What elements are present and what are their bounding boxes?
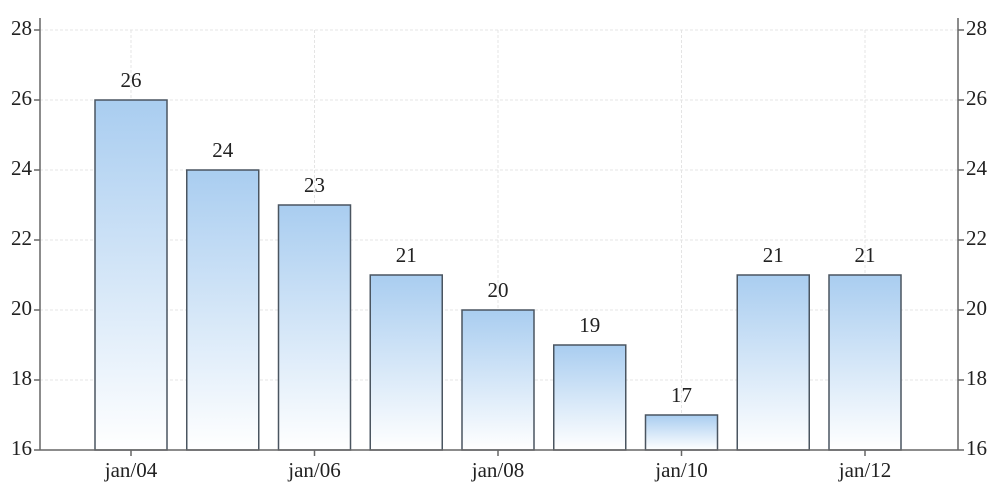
bar [461,309,535,451]
bar [94,99,168,451]
value-label: 21 [855,243,876,267]
y2-tick-label: 18 [966,366,987,390]
value-label: 21 [763,243,784,267]
y-tick-label: 28 [11,16,32,40]
y-tick-label: 24 [11,156,33,180]
value-label: 17 [671,383,692,407]
value-label: 19 [579,313,600,337]
bar [828,274,902,451]
y2-tick-label: 20 [966,296,987,320]
y2-tick-label: 28 [966,16,987,40]
x-tick-label: jan/06 [287,458,341,482]
y-tick-label: 20 [11,296,32,320]
bar [369,274,443,451]
x-tick-label: jan/04 [104,458,158,482]
bar [186,169,260,451]
value-label: 23 [304,173,325,197]
bar [644,414,719,451]
x-tick-label: jan/12 [838,458,892,482]
y-tick-label: 18 [11,366,32,390]
bar [736,274,810,451]
y2-tick-label: 26 [966,86,987,110]
y2-tick-label: 16 [966,436,987,460]
x-tick-label: jan/10 [654,458,708,482]
value-label: 21 [396,243,417,267]
value-label: 26 [121,68,142,92]
y-tick-label: 16 [11,436,32,460]
value-label: 20 [488,278,509,302]
y-tick-label: 26 [11,86,32,110]
bar [277,204,352,451]
y2-tick-label: 22 [966,226,987,250]
x-tick-label: jan/08 [471,458,525,482]
y2-tick-label: 24 [966,156,988,180]
bar [553,344,627,451]
y-tick-label: 22 [11,226,32,250]
value-label: 24 [212,138,234,162]
